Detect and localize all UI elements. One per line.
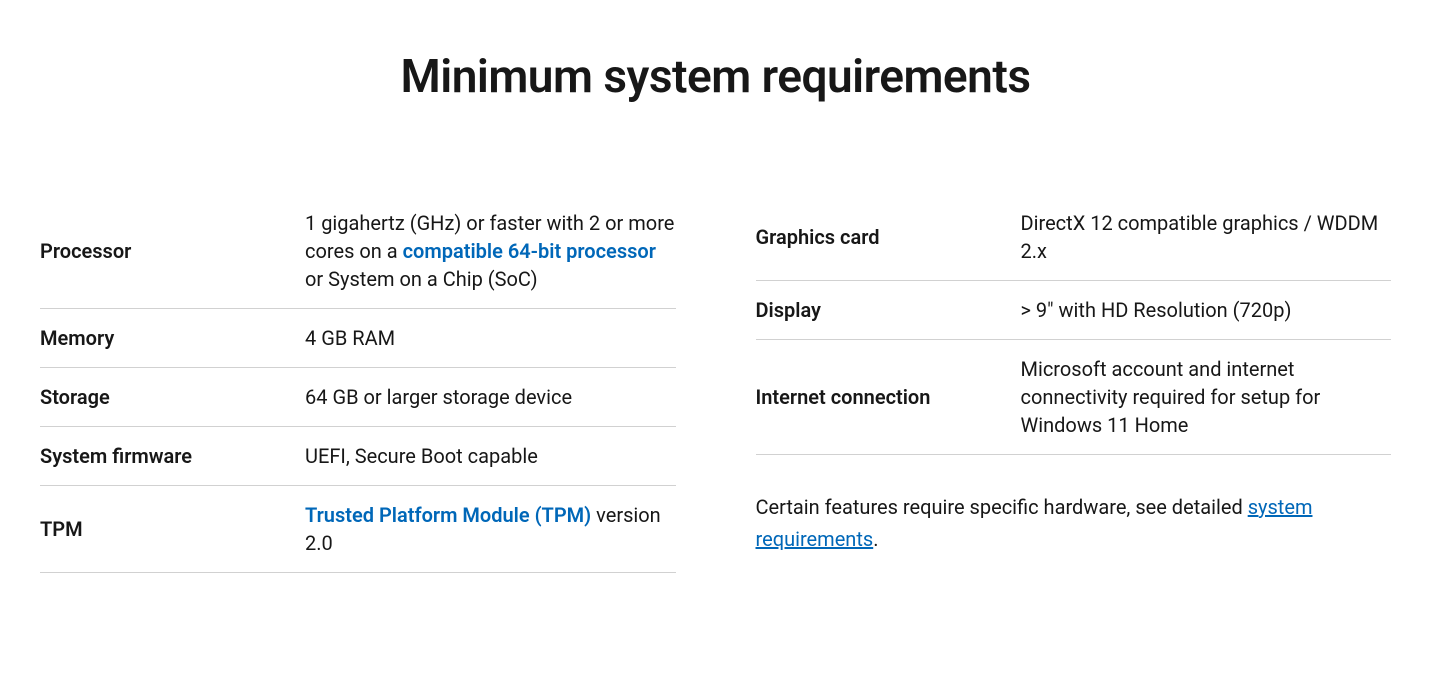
spec-value: > 9" with HD Resolution (720p)	[1021, 296, 1392, 324]
spec-label: Internet connection	[756, 385, 1021, 409]
spec-row-graphics: Graphics card DirectX 12 compatible grap…	[756, 194, 1392, 281]
page-title: Minimum system requirements	[40, 50, 1391, 104]
spec-value: Trusted Platform Module (TPM) version 2.…	[305, 501, 676, 557]
spec-label: Storage	[40, 385, 305, 409]
left-column: Processor 1 gigahertz (GHz) or faster wi…	[40, 194, 676, 573]
spec-value: 1 gigahertz (GHz) or faster with 2 or mo…	[305, 209, 676, 293]
spec-value: DirectX 12 compatible graphics / WDDM 2.…	[1021, 209, 1392, 265]
compatible-processor-link[interactable]: compatible 64-bit processor	[403, 239, 656, 263]
spec-value: 4 GB RAM	[305, 324, 676, 352]
spec-row-firmware: System firmware UEFI, Secure Boot capabl…	[40, 427, 676, 486]
spec-value: 64 GB or larger storage device	[305, 383, 676, 411]
spec-row-display: Display > 9" with HD Resolution (720p)	[756, 281, 1392, 340]
spec-columns: Processor 1 gigahertz (GHz) or faster wi…	[40, 194, 1391, 573]
page-container: Minimum system requirements Processor 1 …	[0, 0, 1431, 573]
spec-row-memory: Memory 4 GB RAM	[40, 309, 676, 368]
spec-text: or System on a Chip (SoC)	[305, 267, 538, 291]
footnote-text: .	[873, 527, 878, 551]
spec-row-storage: Storage 64 GB or larger storage device	[40, 368, 676, 427]
spec-value: UEFI, Secure Boot capable	[305, 442, 676, 470]
spec-label: Display	[756, 298, 1021, 322]
spec-label: TPM	[40, 517, 305, 541]
spec-label: Graphics card	[756, 225, 1021, 249]
right-column: Graphics card DirectX 12 compatible grap…	[756, 194, 1392, 573]
spec-value: Microsoft account and internet connectiv…	[1021, 355, 1392, 439]
footnote: Certain features require specific hardwa…	[756, 491, 1392, 555]
spec-row-processor: Processor 1 gigahertz (GHz) or faster wi…	[40, 194, 676, 309]
tpm-link[interactable]: Trusted Platform Module (TPM)	[305, 503, 591, 527]
spec-label: Memory	[40, 326, 305, 350]
footnote-text: Certain features require specific hardwa…	[756, 495, 1248, 519]
spec-label: System firmware	[40, 444, 305, 468]
spec-label: Processor	[40, 239, 305, 263]
spec-row-tpm: TPM Trusted Platform Module (TPM) versio…	[40, 486, 676, 573]
spec-row-internet: Internet connection Microsoft account an…	[756, 340, 1392, 455]
